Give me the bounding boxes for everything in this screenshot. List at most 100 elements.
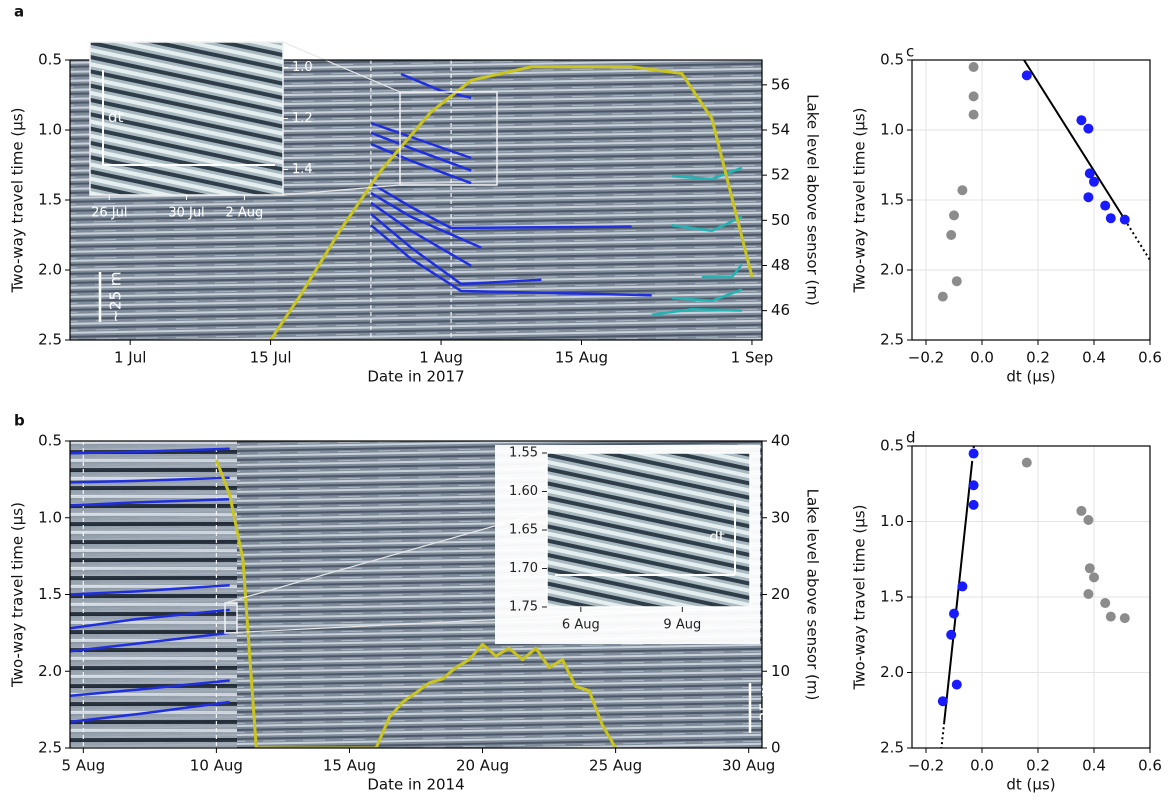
fit-line: [1023, 60, 1126, 221]
y-tick-label: 0.5: [38, 432, 62, 450]
inset-x-tick-label: 30 Jul: [168, 206, 204, 221]
fit-line: [943, 460, 974, 723]
y-tick-label: 2.0: [38, 261, 62, 279]
reflector-pick: [370, 142, 472, 185]
lake-level-line: [269, 65, 754, 340]
reflector-pick: [70, 447, 230, 455]
x-tick-label: 10 Aug: [190, 757, 243, 775]
y-tick-label: 0.5: [880, 51, 904, 69]
y-tick-label: 1.5: [38, 585, 62, 603]
inset-x-tick-label: 26 Jul: [91, 206, 127, 221]
inset-image: [546, 452, 751, 608]
data-point: [951, 276, 962, 287]
reflector-pick: [70, 608, 230, 630]
reflector-pick: [70, 631, 230, 653]
panel-label: a: [14, 3, 24, 21]
x-tick-label: 20 Aug: [456, 757, 509, 775]
inset-y-tick-label: 1.60: [509, 484, 538, 499]
y-tick-label: 1.0: [38, 121, 62, 139]
data-point: [1105, 611, 1116, 622]
data-point: [968, 480, 979, 491]
panel-label: b: [14, 412, 25, 430]
reflector-pick: [671, 166, 743, 181]
data-point: [1076, 115, 1087, 126]
y2-axis-label: Lake level above sensor (m): [804, 489, 822, 701]
data-point: [1105, 213, 1116, 224]
x-tick-label: 0.2: [1026, 349, 1050, 367]
y2-tick-label: 50: [771, 211, 790, 229]
reflector-pick: [370, 131, 472, 172]
x-tick-label: −0.2: [908, 349, 944, 367]
y2-tick-label: 48: [771, 256, 790, 274]
x-tick-label: 15 Jul: [250, 349, 292, 367]
reflector-pick: [70, 584, 230, 596]
inset-y-tick-label: 1.2: [292, 111, 313, 126]
x-tick-label: 1 Sep: [731, 349, 774, 367]
data-point: [1119, 613, 1130, 624]
y2-tick-label: 52: [771, 166, 790, 184]
data-point: [1089, 572, 1099, 583]
reflector-pick: [70, 679, 230, 698]
y-tick-label: 0.5: [880, 437, 904, 455]
x-axis-label: Date in 2014: [367, 776, 464, 794]
radargram-strong-layers: [70, 441, 237, 748]
x-tick-label: 1 Jul: [114, 349, 146, 367]
x-tick-label: 30 Aug: [722, 757, 775, 775]
reflector-pick: [370, 213, 542, 286]
data-point: [951, 679, 962, 690]
reflector-pick: [671, 288, 743, 303]
data-point: [1084, 168, 1095, 179]
data-point: [957, 185, 968, 196]
y2-tick-label: 20: [771, 585, 790, 603]
data-point: [1021, 457, 1032, 468]
x-tick-label: 0.4: [1082, 349, 1106, 367]
x-tick-label: −0.2: [908, 757, 944, 775]
data-point: [968, 109, 979, 120]
y-tick-label: 2.0: [38, 662, 62, 680]
y-tick-label: 2.0: [880, 261, 904, 279]
data-point: [937, 696, 948, 707]
reflector-pick: [370, 224, 652, 297]
x-tick-label: 15 Aug: [323, 757, 376, 775]
lake-level-line: [215, 459, 617, 748]
data-point: [1076, 505, 1087, 516]
panel: [912, 446, 1150, 748]
x-axis-label: Date in 2017: [367, 368, 464, 386]
x-tick-label: 0.4: [1082, 757, 1106, 775]
inset-y-tick-label: 1.65: [509, 523, 538, 538]
x-tick-label: 5 Aug: [62, 757, 106, 775]
y-tick-label: 1.5: [880, 588, 904, 606]
x-tick-label: 0.6: [1138, 349, 1162, 367]
reflector-pick: [671, 215, 743, 233]
data-point: [1084, 563, 1095, 574]
y2-tick-label: 56: [771, 75, 790, 93]
data-point: [1100, 598, 1111, 609]
reflector-pick: [70, 476, 230, 484]
data-point: [1021, 70, 1032, 81]
inset-y-tick-label: 1.70: [509, 561, 538, 576]
y2-tick-label: 0: [771, 739, 781, 757]
reflector-pick: [651, 307, 742, 317]
inset-image: [89, 41, 284, 196]
data-point: [1083, 123, 1094, 134]
y-tick-label: 2.5: [38, 331, 62, 349]
panel: [912, 60, 1150, 340]
reflector-pick: [400, 72, 472, 100]
y2-tick-label: 40: [771, 432, 790, 450]
y-axis-label: Two-way travel time (μs): [9, 502, 27, 688]
zoom-connector: [282, 41, 401, 93]
data-point: [1083, 514, 1094, 525]
scale-bar-label: ~25 m: [757, 682, 775, 733]
y2-axis-label: Lake level above sensor (m): [804, 94, 822, 306]
y2-tick-label: 46: [771, 301, 790, 319]
y-tick-label: 1.0: [880, 121, 904, 139]
x-tick-label: 15 Aug: [555, 349, 608, 367]
y-tick-label: 1.0: [38, 508, 62, 526]
panel-label: d: [906, 429, 916, 447]
scale-bar-label: ~25 m: [107, 271, 125, 322]
data-point: [1089, 176, 1099, 187]
reflector-pick: [701, 263, 743, 279]
reflector-pick: [370, 182, 632, 230]
inset-x-tick-label: 2 Aug: [226, 206, 264, 221]
x-axis-label: dt (μs): [1006, 368, 1055, 386]
